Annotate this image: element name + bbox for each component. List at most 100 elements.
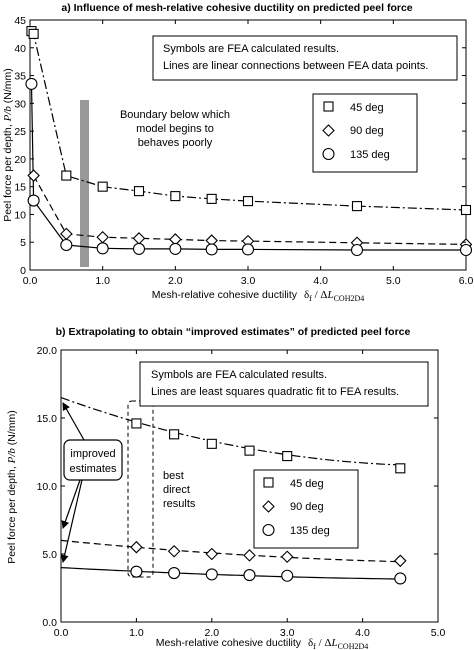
- best-label-line-1: best: [163, 470, 184, 482]
- a-point-45-deg: [460, 204, 472, 216]
- a-y-tick-label: 25: [14, 126, 26, 138]
- chart-b-x-ticks: 0.0 1.0 2.0 3.0 4.0 5.0: [54, 350, 446, 639]
- chart-a-y-ticks: 0 5 10 15 20 25 30 35 40 45: [14, 15, 466, 277]
- legend-90-marker: [322, 124, 335, 137]
- a-y-tick-label: 10: [14, 209, 26, 221]
- a-point-135-deg: [27, 194, 40, 207]
- b-point-90-deg: [130, 540, 143, 554]
- a-y-tick-label: 5: [20, 237, 26, 249]
- b-y-tick-label: 15.0: [37, 413, 58, 425]
- b-point-90-deg: [394, 554, 407, 568]
- legend-b-90-marker: [262, 500, 275, 513]
- legend-b-45-label: 45 deg: [290, 478, 324, 490]
- a-point-135-deg: [60, 238, 73, 252]
- b-x-tick-label: 2.0: [204, 627, 219, 639]
- a-x-tick-label: 6.0: [459, 275, 474, 287]
- chart-a: a) Influence of mesh-relative cohesive d…: [2, 2, 473, 303]
- b-point-135-deg: [168, 566, 181, 580]
- legend-b-90-label: 90 deg: [290, 501, 324, 513]
- b-point-90-deg: [167, 545, 181, 558]
- a-point-45-deg: [206, 193, 217, 204]
- best-label-line-3: results: [163, 498, 196, 510]
- chart-b: b) Extrapolating to obtain “improved est…: [6, 326, 445, 650]
- a-y-tick-label: 35: [14, 71, 26, 83]
- chart-b-note: Symbols are FEA calculated results. Line…: [139, 361, 429, 407]
- a-y-tick-label: 30: [14, 98, 26, 110]
- chart-b-x-label: Mesh-relative cohesive ductility δf / ΔL…: [156, 637, 369, 650]
- arrow-to-135deg-intercept: [60, 479, 83, 563]
- a-x-tick-label: 3.0: [241, 275, 256, 287]
- b-point-45-deg: [244, 445, 255, 456]
- chart-b-markers: [130, 418, 407, 585]
- chart-a-x-label: Mesh-relative cohesive ductility δf / ΔL…: [152, 289, 365, 303]
- a-point-45-deg: [351, 201, 363, 212]
- best-label-line-2: direct: [163, 484, 190, 496]
- b-point-135-deg: [243, 569, 256, 582]
- a-point-45-deg: [61, 170, 72, 181]
- chart-b-series-lines: [60, 397, 401, 580]
- b-point-135-deg: [394, 572, 407, 585]
- a-x-tick-label: 4.0: [313, 275, 328, 287]
- chart-b-y-label: Peel force per depth, P/b (N/mm): [6, 410, 18, 564]
- improved-estimates-box: [63, 439, 123, 481]
- chart-a-note: Symbols are FEA calculated results. Line…: [152, 35, 458, 81]
- chart-a-markers: [25, 26, 473, 257]
- a-point-90-deg: [96, 230, 109, 244]
- b-point-45-deg: [206, 438, 217, 449]
- improved-label-line-2: estimates: [69, 463, 117, 475]
- b-x-tick-label: 1.0: [129, 627, 144, 639]
- b-series-line-90-deg: [60, 539, 401, 563]
- chart-b-note-box: [139, 361, 429, 407]
- b-point-45-deg: [395, 463, 406, 474]
- boundary-bar: [80, 100, 89, 267]
- a-point-135-deg: [241, 243, 255, 256]
- a-x-tick-label: 0.0: [23, 275, 38, 287]
- boundary-label-line-1: Boundary below which: [120, 109, 230, 121]
- chart-a-x-ticks: 0.0 1.0 2.0 3.0 4.0 5.0 6.0: [23, 20, 474, 287]
- a-point-90-deg: [132, 232, 146, 245]
- a-y-tick-label: 45: [14, 15, 26, 27]
- arrow-to-45deg-intercept: [62, 402, 85, 441]
- a-point-45-deg: [242, 196, 254, 207]
- chart-b-note-line-2: Lines are least squares quadratic fit to…: [151, 386, 399, 398]
- b-y-tick-label: 20.0: [37, 345, 58, 357]
- b-point-45-deg: [131, 418, 142, 429]
- b-point-90-deg: [280, 550, 294, 563]
- b-point-135-deg: [130, 565, 143, 578]
- a-x-tick-label: 5.0: [386, 275, 401, 287]
- a-point-45-deg: [133, 186, 145, 197]
- b-series-line-45-deg: [60, 397, 401, 466]
- legend-135-label: 135 deg: [350, 149, 390, 161]
- b-x-tick-label: 5.0: [431, 627, 446, 639]
- chart-b-y-ticks: 0.0 5.0 10.0 15.0 20.0: [37, 345, 438, 629]
- a-y-tick-label: 40: [14, 43, 26, 55]
- legend-45-marker: [323, 101, 334, 112]
- best-direct-results-label: best direct results: [163, 470, 196, 510]
- a-point-45-deg: [97, 181, 108, 192]
- chart-b-note-line-1: Symbols are FEA calculated results.: [151, 369, 327, 381]
- chart-b-title: b) Extrapolating to obtain “improved est…: [56, 326, 411, 338]
- b-series-line-135-deg: [60, 567, 401, 580]
- a-point-90-deg: [60, 227, 73, 241]
- a-x-tick-label: 1.0: [95, 275, 110, 287]
- legend-b-45-marker: [263, 477, 274, 488]
- b-y-tick-label: 10.0: [37, 481, 58, 493]
- a-point-45-deg: [170, 191, 181, 202]
- chart-a-note-line-1: Symbols are FEA calculated results.: [163, 43, 339, 55]
- a-series-line-135-deg: [30, 83, 466, 251]
- b-y-tick-label: 0.0: [42, 617, 57, 629]
- a-point-90-deg: [27, 169, 40, 182]
- a-point-135-deg: [96, 242, 109, 255]
- boundary-label: Boundary below which model begins to beh…: [120, 109, 230, 149]
- chart-a-title: a) Influence of mesh-relative cohesive d…: [61, 2, 412, 14]
- legend-135-marker: [322, 147, 335, 161]
- a-y-tick-label: 15: [14, 182, 26, 194]
- chart-a-note-line-2: Lines are linear connections between FEA…: [163, 60, 428, 72]
- b-x-tick-label: 0.0: [54, 627, 69, 639]
- chart-a-legend: 45 deg 90 deg 135 deg: [312, 93, 418, 173]
- legend-b-135-label: 135 deg: [290, 525, 330, 537]
- a-point-135-deg: [350, 243, 364, 257]
- a-y-tick-label: 0: [20, 265, 26, 277]
- legend-45-label: 45 deg: [350, 102, 384, 114]
